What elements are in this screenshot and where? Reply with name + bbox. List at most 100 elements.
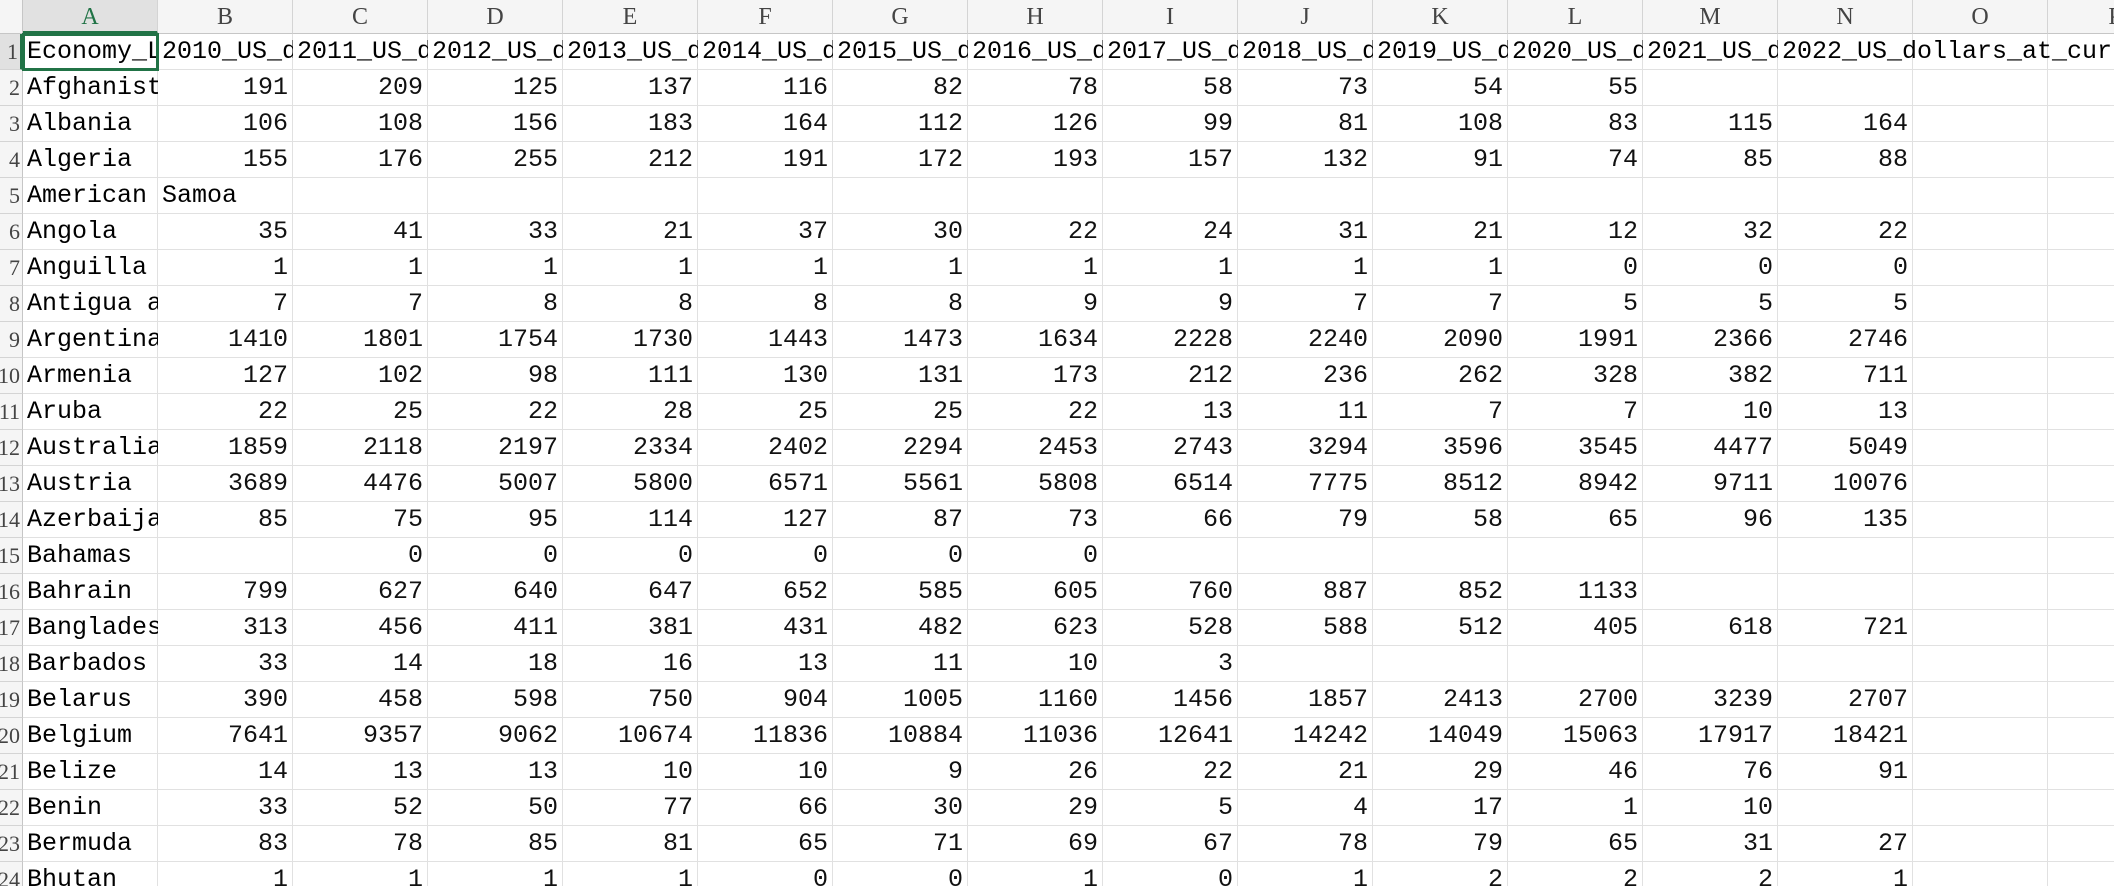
cell[interactable]: 7 bbox=[158, 286, 293, 322]
cell[interactable]: 10 bbox=[698, 754, 833, 790]
cell[interactable] bbox=[428, 178, 563, 214]
cell[interactable] bbox=[293, 34, 428, 70]
cell[interactable]: 106 bbox=[158, 106, 293, 142]
cell[interactable]: 0 bbox=[563, 538, 698, 574]
cell[interactable]: 65 bbox=[1508, 502, 1643, 538]
cell[interactable]: 108 bbox=[1373, 106, 1508, 142]
row-header[interactable]: 21 bbox=[0, 754, 23, 790]
cell[interactable] bbox=[23, 610, 158, 646]
cell[interactable]: 887 bbox=[1238, 574, 1373, 610]
cell[interactable] bbox=[23, 538, 158, 574]
cell[interactable]: 2 bbox=[1508, 862, 1643, 886]
cell[interactable]: 212 bbox=[563, 142, 698, 178]
cell[interactable]: 209 bbox=[293, 70, 428, 106]
cell[interactable]: 1 bbox=[293, 862, 428, 886]
cell[interactable] bbox=[23, 358, 158, 394]
cell[interactable] bbox=[1373, 34, 1508, 70]
cell[interactable]: 7 bbox=[1373, 286, 1508, 322]
cell[interactable]: 2334 bbox=[563, 430, 698, 466]
cell[interactable]: 137 bbox=[563, 70, 698, 106]
cell[interactable]: 0 bbox=[968, 538, 1103, 574]
cell[interactable]: 2240 bbox=[1238, 322, 1373, 358]
cell[interactable]: 2707 bbox=[1778, 682, 1913, 718]
row-header[interactable]: 7 bbox=[0, 250, 23, 286]
cell[interactable]: 7 bbox=[1508, 394, 1643, 430]
cell[interactable]: 760 bbox=[1103, 574, 1238, 610]
cell[interactable]: 4 bbox=[1238, 790, 1373, 826]
cell[interactable]: 0 bbox=[293, 538, 428, 574]
cell[interactable]: 605 bbox=[968, 574, 1103, 610]
cell[interactable]: 9 bbox=[833, 754, 968, 790]
cell[interactable] bbox=[23, 826, 158, 862]
cell[interactable]: 58 bbox=[1103, 70, 1238, 106]
cell[interactable] bbox=[1508, 538, 1643, 574]
row-header[interactable]: 22 bbox=[0, 790, 23, 826]
cell[interactable] bbox=[1778, 178, 1913, 214]
cell[interactable] bbox=[158, 538, 293, 574]
cell[interactable]: 29 bbox=[968, 790, 1103, 826]
cell[interactable]: 15063 bbox=[1508, 718, 1643, 754]
cell[interactable]: 14242 bbox=[1238, 718, 1373, 754]
cell[interactable]: 5 bbox=[1778, 286, 1913, 322]
cell[interactable]: 3239 bbox=[1643, 682, 1778, 718]
cell[interactable] bbox=[1238, 178, 1373, 214]
cell[interactable]: 22 bbox=[428, 394, 563, 430]
row-header[interactable]: 16 bbox=[0, 574, 23, 610]
cell[interactable]: 7 bbox=[293, 286, 428, 322]
cell[interactable] bbox=[1373, 646, 1508, 682]
cell[interactable] bbox=[1508, 34, 1643, 70]
cell[interactable]: 12 bbox=[1508, 214, 1643, 250]
cell[interactable]: 3545 bbox=[1508, 430, 1643, 466]
cell[interactable]: 71 bbox=[833, 826, 968, 862]
cell[interactable]: 9357 bbox=[293, 718, 428, 754]
cell[interactable] bbox=[2048, 646, 2114, 682]
cell[interactable]: 1 bbox=[1373, 250, 1508, 286]
cell[interactable]: 1443 bbox=[698, 322, 833, 358]
cell[interactable] bbox=[1913, 214, 2048, 250]
column-header[interactable]: C bbox=[293, 0, 428, 34]
cell[interactable]: 77 bbox=[563, 790, 698, 826]
column-header[interactable]: G bbox=[833, 0, 968, 34]
cell[interactable]: 30 bbox=[833, 214, 968, 250]
cell[interactable]: 14049 bbox=[1373, 718, 1508, 754]
cell[interactable] bbox=[1913, 646, 2048, 682]
cell[interactable] bbox=[2048, 862, 2114, 886]
cell[interactable] bbox=[2048, 286, 2114, 322]
row-header[interactable]: 6 bbox=[0, 214, 23, 250]
cell[interactable]: 96 bbox=[1643, 502, 1778, 538]
cell[interactable]: 0 bbox=[1103, 862, 1238, 886]
cell[interactable]: 155 bbox=[158, 142, 293, 178]
row-header[interactable]: 14 bbox=[0, 502, 23, 538]
cell[interactable] bbox=[1913, 178, 2048, 214]
cell[interactable] bbox=[1373, 178, 1508, 214]
cell[interactable]: 721 bbox=[1778, 610, 1913, 646]
cell[interactable]: 1456 bbox=[1103, 682, 1238, 718]
cell[interactable]: 85 bbox=[1643, 142, 1778, 178]
cell[interactable] bbox=[1913, 358, 2048, 394]
cell[interactable]: 9062 bbox=[428, 718, 563, 754]
cell[interactable]: 127 bbox=[698, 502, 833, 538]
cell[interactable]: 1473 bbox=[833, 322, 968, 358]
cell[interactable]: 22 bbox=[1103, 754, 1238, 790]
cell[interactable] bbox=[1913, 862, 2048, 886]
cell[interactable]: 212 bbox=[1103, 358, 1238, 394]
column-header[interactable]: L bbox=[1508, 0, 1643, 34]
cell[interactable] bbox=[23, 466, 158, 502]
cell[interactable]: 14 bbox=[293, 646, 428, 682]
cell[interactable]: 1 bbox=[1238, 250, 1373, 286]
column-header[interactable]: N bbox=[1778, 0, 1913, 34]
cell[interactable]: 114 bbox=[563, 502, 698, 538]
cell[interactable]: 73 bbox=[968, 502, 1103, 538]
cell[interactable] bbox=[2048, 430, 2114, 466]
row-header[interactable]: 4 bbox=[0, 142, 23, 178]
column-header[interactable]: P bbox=[2048, 0, 2114, 34]
cell[interactable] bbox=[1238, 538, 1373, 574]
cell[interactable] bbox=[2048, 34, 2114, 70]
cell[interactable]: 1 bbox=[563, 250, 698, 286]
cell[interactable] bbox=[1913, 790, 2048, 826]
cell[interactable] bbox=[23, 790, 158, 826]
cell[interactable]: 7641 bbox=[158, 718, 293, 754]
cell[interactable]: 33 bbox=[158, 646, 293, 682]
cell[interactable]: 1410 bbox=[158, 322, 293, 358]
cell[interactable]: 405 bbox=[1508, 610, 1643, 646]
